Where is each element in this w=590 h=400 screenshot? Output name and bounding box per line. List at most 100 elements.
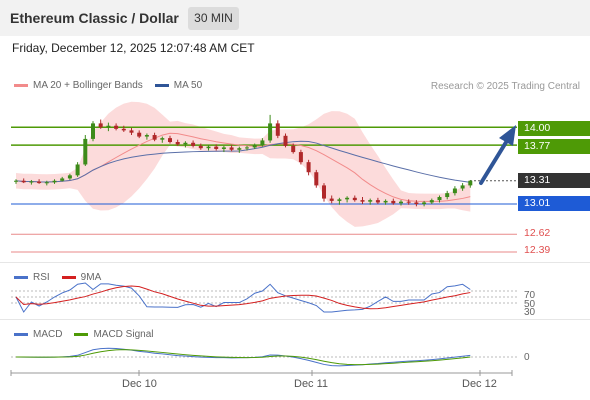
rsi-line xyxy=(15,282,471,313)
ma50-swatch xyxy=(154,84,169,87)
candle-body xyxy=(98,123,103,128)
candle-body xyxy=(52,180,57,183)
candle-body xyxy=(198,145,203,149)
candle-body xyxy=(29,181,34,183)
candle-body xyxy=(322,185,326,199)
candle-body xyxy=(14,180,18,182)
candle-body xyxy=(237,148,242,150)
candle-body xyxy=(275,123,280,136)
candle-body xyxy=(67,175,72,179)
x-tick-dec-10: Dec 10 xyxy=(122,378,157,390)
candle-body xyxy=(291,145,296,153)
candle-body xyxy=(129,130,134,133)
candle-body xyxy=(175,142,180,145)
candle-body xyxy=(460,185,465,189)
macd-swatch xyxy=(14,333,28,336)
candle-body xyxy=(399,201,403,204)
candle-body xyxy=(91,123,95,139)
candle-body xyxy=(337,199,342,201)
candle-body xyxy=(206,146,211,149)
candle-body xyxy=(298,152,303,163)
candle-body xyxy=(429,200,434,203)
legend-ma20-label: MA 20 + Bollinger Bands xyxy=(33,80,143,91)
candle-body xyxy=(445,193,450,198)
bollinger-band xyxy=(16,101,471,227)
level-label-13-77: 13.77 xyxy=(518,139,590,154)
level-label-13-31: 13.31 xyxy=(518,173,590,188)
candle-body xyxy=(468,180,473,186)
forecast-arrow-shaft xyxy=(479,137,510,185)
candle-body xyxy=(360,200,365,202)
level-label-12-39: 12.39 xyxy=(524,244,551,256)
rsi-divider xyxy=(0,262,590,263)
macd-label: MACD xyxy=(33,329,63,340)
candle-body xyxy=(21,180,26,183)
macd-legend: MACD MACD Signal xyxy=(14,329,153,340)
candle-body xyxy=(160,138,165,140)
copyright-text: Research © 2025 Trading Central xyxy=(430,81,580,92)
candle-body xyxy=(422,202,427,204)
candle-body xyxy=(383,200,388,203)
x-tick-dec-12: Dec 12 xyxy=(462,378,497,390)
candle-body xyxy=(260,140,265,146)
header-bar: Ethereum Classic / Dollar 30 MIN xyxy=(0,0,590,36)
rsi-9ma-label: 9MA xyxy=(80,272,102,283)
candle-body xyxy=(221,147,226,149)
ma50-line xyxy=(15,140,471,183)
candle-body xyxy=(391,200,396,204)
candle-body xyxy=(60,178,65,181)
candle-body xyxy=(114,125,119,129)
level-label-14-00: 14.00 xyxy=(518,121,590,136)
ma20-swatch xyxy=(14,84,28,87)
level-label-12-62: 12.62 xyxy=(524,227,551,239)
candle-body xyxy=(314,172,319,186)
legend-ma50-label: MA 50 xyxy=(173,80,203,91)
candle-body xyxy=(406,201,411,203)
candle-body xyxy=(168,138,172,142)
candle-body xyxy=(375,200,380,203)
candle-body xyxy=(44,182,49,184)
rsi-level-50: 50 xyxy=(524,299,536,310)
candle-body xyxy=(452,188,457,194)
macd-divider xyxy=(0,319,590,320)
rsi-swatch xyxy=(14,276,28,279)
candle-body xyxy=(83,138,88,165)
candle-body xyxy=(75,164,80,176)
rsi-level-70: 70 xyxy=(524,290,536,301)
datetime-label: Friday, December 12, 2025 12:07:48 AM CE… xyxy=(12,41,255,55)
candle-body xyxy=(37,181,42,184)
candle-body xyxy=(106,125,111,128)
candle-body xyxy=(245,147,249,149)
candle-body xyxy=(152,135,157,140)
macd-level-0: 0 xyxy=(524,352,530,363)
rsi-legend: RSI 9MA xyxy=(14,272,101,283)
candle-body xyxy=(144,135,149,137)
timeframe-button[interactable]: 30 MIN xyxy=(188,7,239,30)
macd-signal-label: MACD Signal xyxy=(93,329,154,340)
candle-body xyxy=(352,197,357,201)
candle-body xyxy=(283,135,288,146)
rsi-9ma-swatch xyxy=(61,276,76,279)
rsi-level-30: 30 xyxy=(524,307,536,318)
macd-signal-swatch xyxy=(74,333,89,336)
candle-body xyxy=(329,198,334,201)
candle-body xyxy=(183,142,188,145)
candle-body xyxy=(437,197,442,201)
page-title: Ethereum Classic / Dollar xyxy=(10,10,179,26)
candle-body xyxy=(414,202,419,204)
candle-body xyxy=(345,197,350,200)
candle-body xyxy=(191,142,196,146)
candle-body xyxy=(252,145,257,148)
level-label-13-01: 13.01 xyxy=(518,196,590,211)
candle-body xyxy=(214,146,219,149)
candle-body xyxy=(137,132,142,137)
candle-body xyxy=(306,162,311,173)
candle-body xyxy=(229,147,234,150)
main-legend: MA 20 + Bollinger Bands MA 50 xyxy=(14,80,202,91)
rsi-label: RSI xyxy=(33,272,50,283)
macd-signal-line xyxy=(15,349,471,366)
candle-body xyxy=(368,200,373,202)
candle-body xyxy=(268,123,273,141)
forecast-arrow-head xyxy=(499,125,516,146)
